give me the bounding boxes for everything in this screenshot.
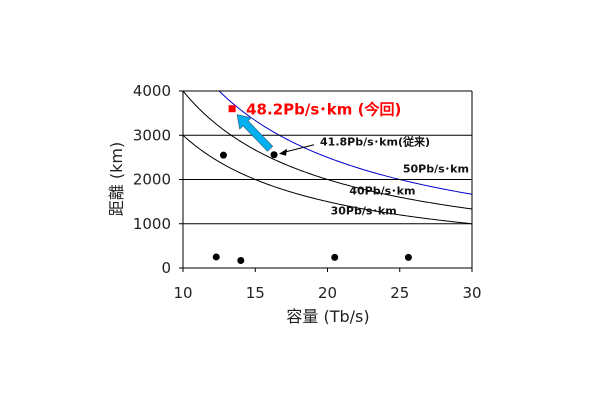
reference-pointer-line bbox=[281, 144, 315, 154]
data-point bbox=[219, 151, 227, 159]
reference-label: 41.8Pb/s･km(従来) bbox=[320, 135, 430, 149]
data-point bbox=[270, 151, 278, 159]
grid-layer bbox=[183, 134, 472, 225]
y-tick-label: 1000 bbox=[133, 215, 171, 233]
highlight-label: 48.2Pb/s･km (今回) bbox=[246, 101, 401, 119]
y-tick-label: 4000 bbox=[133, 82, 171, 100]
x-tick-label: 10 bbox=[173, 284, 192, 302]
x-tick-label: 15 bbox=[246, 284, 265, 302]
reference-pointer-head bbox=[279, 148, 288, 156]
curve-1 bbox=[183, 134, 472, 225]
ticks-layer: 10 15 20 25 30 0 1000 2000 3000 4000 bbox=[133, 82, 482, 302]
x-tick-label: 30 bbox=[462, 284, 481, 302]
highlight-point bbox=[228, 105, 236, 113]
y-axis-title: 距離 (km) bbox=[107, 142, 126, 216]
curve-label-1: 30Pb/s･km bbox=[331, 204, 397, 217]
x-tick-label: 20 bbox=[318, 284, 337, 302]
points-layer bbox=[212, 105, 412, 264]
x-axis-title: 容量 (Tb/s) bbox=[286, 307, 369, 326]
data-point bbox=[237, 256, 245, 264]
curve-label-2: 40Pb/s･km bbox=[349, 185, 415, 198]
x-tick-label: 25 bbox=[390, 284, 409, 302]
curve-3 bbox=[218, 91, 472, 195]
y-tick-label: 0 bbox=[161, 259, 171, 277]
data-point bbox=[331, 253, 339, 261]
y-tick-label: 3000 bbox=[133, 126, 171, 144]
curve-label-3: 50Pb/s･km bbox=[403, 162, 469, 175]
annotations-layer: 48.2Pb/s･km (今回) 41.8Pb/s･km(従来) 30Pb/s･km… bbox=[236, 101, 469, 217]
data-point bbox=[404, 253, 412, 261]
y-tick-label: 2000 bbox=[133, 171, 171, 189]
data-point bbox=[212, 253, 220, 261]
improvement-arrow bbox=[236, 114, 274, 152]
